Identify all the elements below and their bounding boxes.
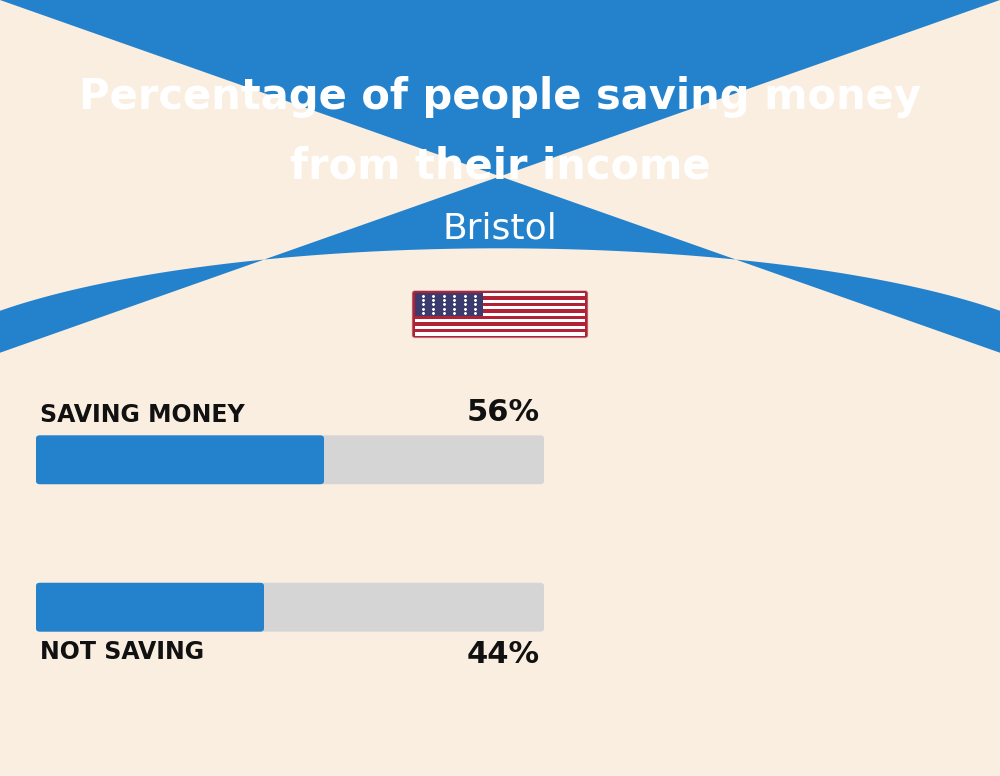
Bar — [415, 293, 585, 296]
Text: Percentage of people saving money: Percentage of people saving money — [79, 76, 921, 118]
Bar — [415, 300, 585, 303]
Text: Bristol: Bristol — [443, 212, 557, 246]
Bar — [415, 326, 585, 329]
Polygon shape — [0, 0, 1000, 388]
Bar — [415, 313, 585, 316]
FancyBboxPatch shape — [36, 583, 544, 632]
FancyBboxPatch shape — [36, 583, 264, 632]
Text: SAVING MONEY: SAVING MONEY — [40, 403, 245, 427]
Bar — [415, 332, 585, 335]
Bar — [415, 293, 483, 316]
FancyBboxPatch shape — [412, 291, 588, 338]
Bar — [415, 306, 585, 310]
FancyBboxPatch shape — [36, 435, 324, 484]
Text: 56%: 56% — [467, 398, 540, 427]
Text: NOT SAVING: NOT SAVING — [40, 640, 204, 664]
Text: 44%: 44% — [467, 640, 540, 669]
Bar — [415, 319, 585, 323]
FancyBboxPatch shape — [36, 435, 544, 484]
Text: from their income: from their income — [290, 146, 710, 188]
